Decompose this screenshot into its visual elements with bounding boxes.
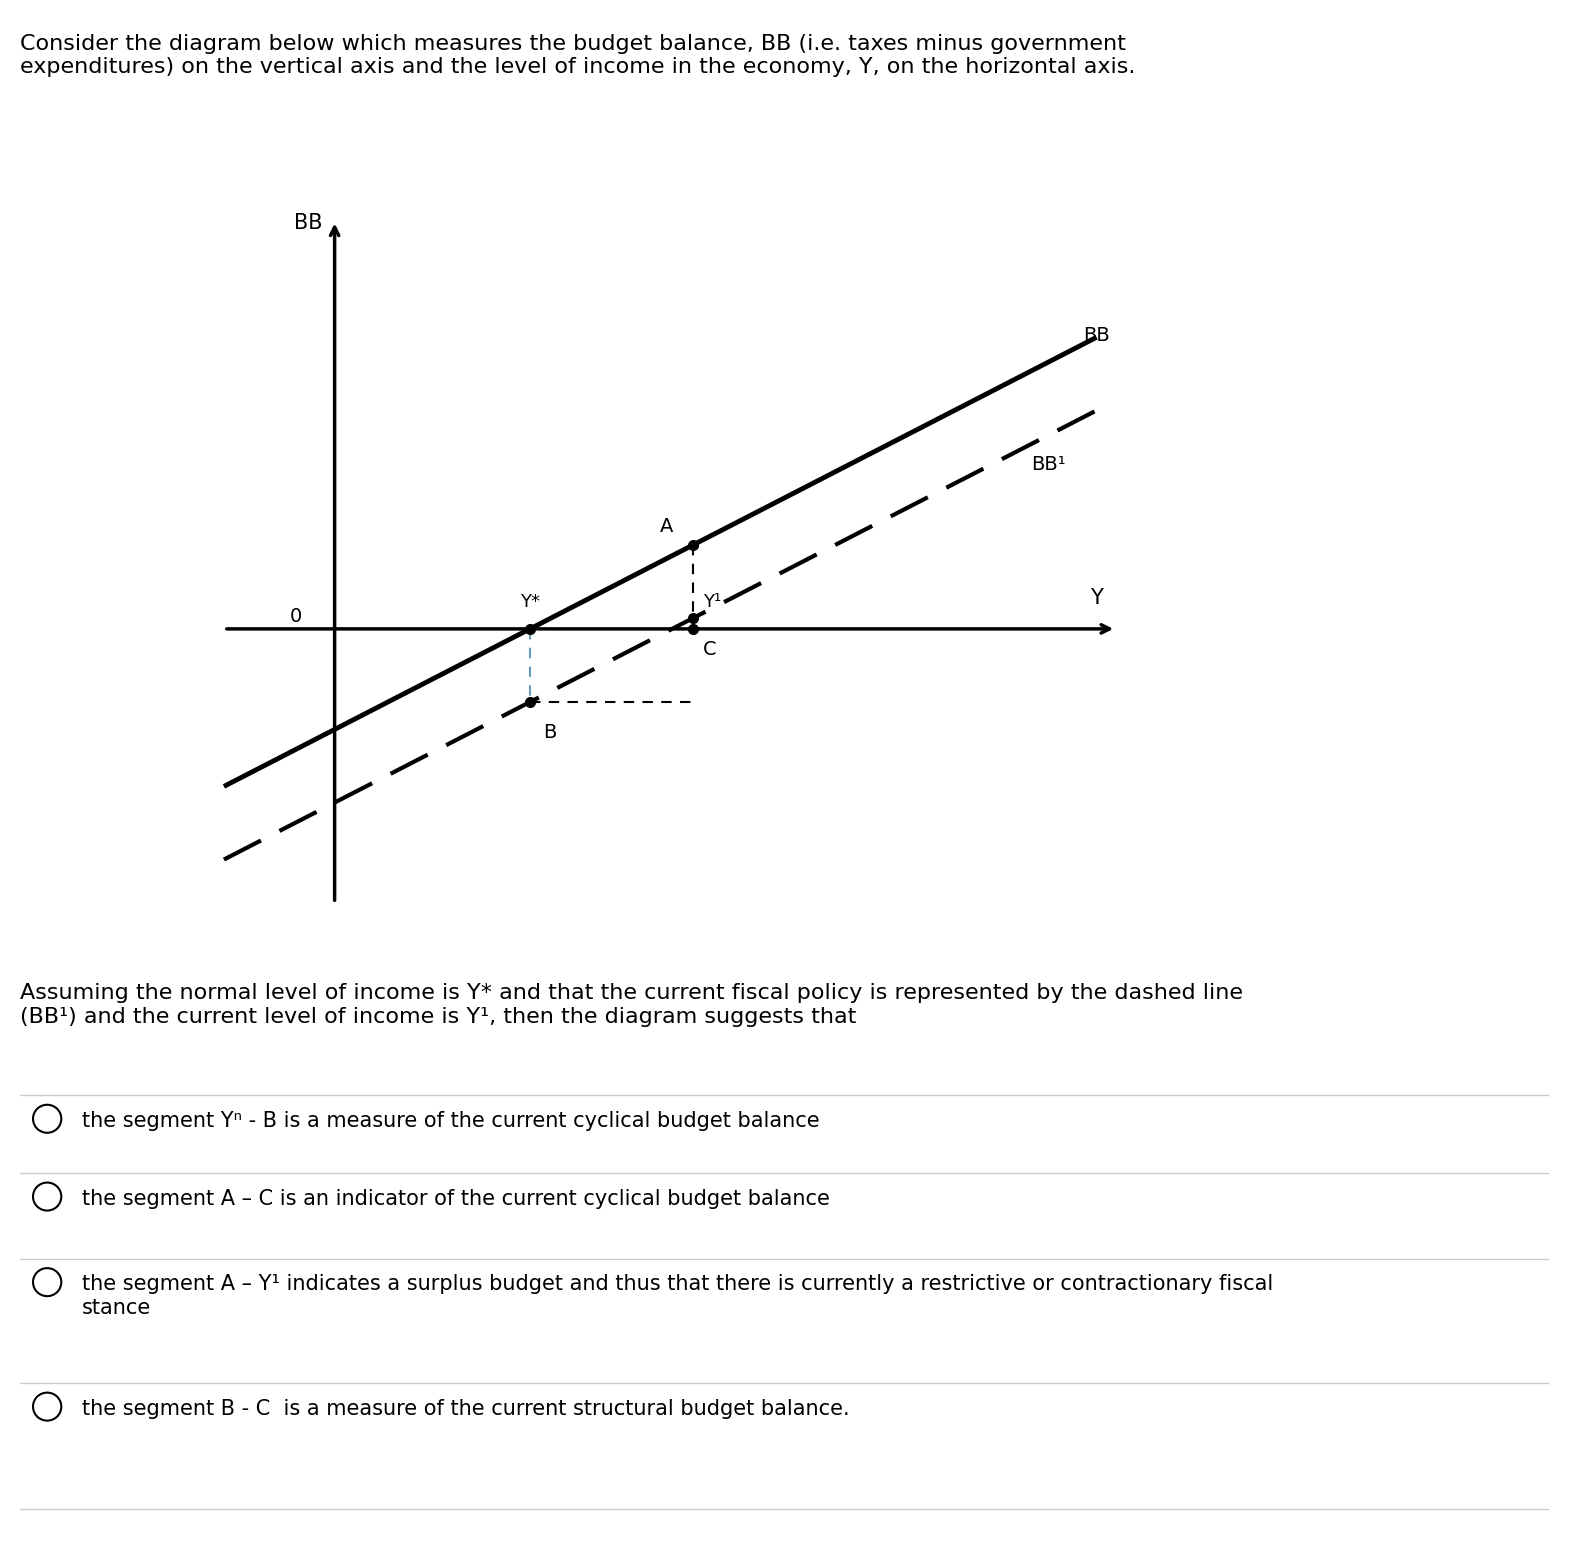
Text: the segment A – Y¹ indicates a surplus budget and thus that there is currently a: the segment A – Y¹ indicates a surplus b… — [82, 1274, 1273, 1318]
Text: A: A — [660, 517, 673, 535]
Text: BB: BB — [294, 213, 322, 233]
Text: B: B — [542, 724, 556, 742]
Text: Assuming the normal level of income is Y* and that the current fiscal policy is : Assuming the normal level of income is Y… — [20, 983, 1243, 1027]
Text: the segment B - C  is a measure of the current structural budget balance.: the segment B - C is a measure of the cu… — [82, 1399, 849, 1419]
Text: C: C — [703, 640, 717, 658]
Text: Y¹: Y¹ — [703, 593, 722, 610]
Text: the segment Yⁿ - B is a measure of the current cyclical budget balance: the segment Yⁿ - B is a measure of the c… — [82, 1111, 819, 1131]
Text: BB: BB — [1083, 325, 1110, 345]
Text: Y*: Y* — [520, 593, 541, 610]
Text: Y: Y — [1091, 588, 1104, 607]
Text: BB¹: BB¹ — [1031, 454, 1066, 473]
Text: Consider the diagram below which measures the budget balance, BB (i.e. taxes min: Consider the diagram below which measure… — [20, 34, 1137, 78]
Text: the segment A – C is an indicator of the current cyclical budget balance: the segment A – C is an indicator of the… — [82, 1189, 830, 1209]
Text: 0: 0 — [289, 607, 302, 626]
